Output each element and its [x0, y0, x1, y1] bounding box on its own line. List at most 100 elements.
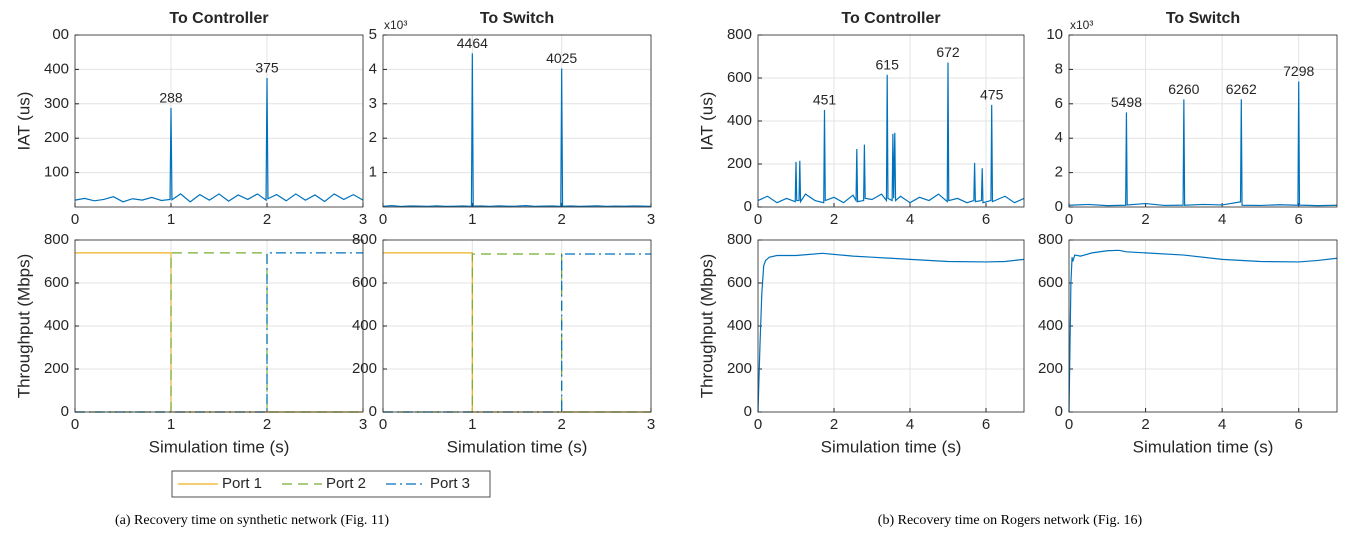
- annotation: 672: [936, 44, 960, 60]
- axes-box: [74, 34, 364, 208]
- y-tick-label: 200: [1038, 360, 1063, 377]
- y-tick-label: 6: [1055, 95, 1063, 112]
- legend-label: Port 2: [326, 475, 366, 492]
- annotation: 6262: [1226, 81, 1257, 97]
- annotation: 288: [159, 90, 183, 106]
- y-axis-label: IAT (us): [14, 92, 33, 151]
- x-tick-label: 1: [167, 416, 175, 433]
- y-tick-label: 0: [369, 403, 377, 420]
- y-tick-label: 2: [1055, 164, 1063, 181]
- y-multiplier: x10³: [384, 18, 407, 32]
- x-axis-label: Simulation time (s): [447, 437, 588, 456]
- y-tick-label: 5: [369, 26, 377, 43]
- legend-label: Port 3: [430, 475, 470, 492]
- panel-title: To Controller: [169, 10, 268, 27]
- x-axis-label: Simulation time (s): [149, 437, 290, 456]
- y-tick-label: 400: [727, 317, 752, 334]
- y-tick-label: 4: [1055, 129, 1063, 146]
- x-axis-label: Simulation time (s): [1133, 437, 1274, 456]
- y-tick-label: 200: [352, 360, 377, 377]
- legend-box: [171, 470, 491, 498]
- panel-title: To Switch: [1166, 10, 1240, 27]
- axes-box: [74, 239, 364, 413]
- x-tick-label: 6: [982, 416, 990, 433]
- y-tick-label: 0: [61, 403, 69, 420]
- y-tick-label: 3: [369, 95, 377, 112]
- plot-area: [1069, 35, 1337, 207]
- annotation: 475: [980, 87, 1004, 103]
- y-tick-label: 0: [744, 403, 752, 420]
- y-tick-label: 200: [44, 360, 69, 377]
- plot-area: [75, 35, 363, 207]
- y-tick-label: 600: [727, 69, 752, 86]
- axes-box: [757, 34, 1025, 208]
- y-tick-label: 600: [1038, 274, 1063, 291]
- data-line: [382, 53, 652, 208]
- y-tick-label: 200: [44, 129, 69, 146]
- x-tick-label: 6: [1295, 211, 1303, 228]
- y-tick-label: 0: [1055, 403, 1063, 420]
- y-tick-label: 0: [744, 198, 752, 215]
- y-tick-label: 00: [52, 26, 69, 43]
- x-tick-label: 3: [647, 416, 655, 433]
- y-tick-label: 400: [44, 60, 69, 77]
- axes-box: [757, 239, 1025, 413]
- y-tick-label: 10: [1046, 26, 1063, 43]
- y-tick-label: 400: [727, 112, 752, 129]
- y-tick-label: 1: [369, 164, 377, 181]
- annotation: 451: [813, 92, 837, 108]
- y-tick-label: 2: [369, 129, 377, 146]
- caption: (b) Recovery time on Rogers network (Fig…: [878, 513, 1143, 528]
- y-tick-label: 600: [727, 274, 752, 291]
- y-tick-label: 800: [44, 231, 69, 248]
- y-tick-label: 8: [1055, 60, 1063, 77]
- x-tick-label: 0: [1065, 211, 1073, 228]
- y-multiplier: x10³: [1070, 18, 1093, 32]
- y-tick-label: 800: [352, 231, 377, 248]
- data-line: [383, 253, 651, 413]
- annotation: 615: [876, 56, 900, 72]
- plot-area: [383, 35, 651, 207]
- x-tick-label: 2: [557, 416, 565, 433]
- x-tick-label: 0: [754, 211, 762, 228]
- x-tick-label: 4: [906, 416, 914, 433]
- x-tick-label: 0: [71, 211, 79, 228]
- x-tick-label: 3: [647, 211, 655, 228]
- x-tick-label: 0: [754, 416, 762, 433]
- data-line: [757, 252, 1025, 413]
- legend-label: Port 1: [222, 475, 262, 492]
- y-tick-label: 100: [44, 164, 69, 181]
- x-tick-label: 4: [1218, 416, 1226, 433]
- x-tick-label: 0: [1065, 416, 1073, 433]
- x-tick-label: 2: [830, 211, 838, 228]
- y-tick-label: 200: [727, 155, 752, 172]
- x-tick-label: 1: [167, 211, 175, 228]
- y-tick-label: 800: [1038, 231, 1063, 248]
- y-tick-label: 400: [352, 317, 377, 334]
- caption: (a) Recovery time on synthetic network (…: [115, 513, 389, 528]
- y-tick-label: 200: [727, 360, 752, 377]
- x-tick-label: 6: [1295, 416, 1303, 433]
- y-tick-label: 800: [727, 231, 752, 248]
- x-axis-label: Simulation time (s): [821, 437, 962, 456]
- x-tick-label: 6: [982, 211, 990, 228]
- panel-title: To Controller: [841, 10, 940, 27]
- axes-box: [382, 239, 652, 413]
- y-axis-label: Throughput (Mbps): [697, 254, 716, 399]
- data-line: [1068, 249, 1338, 413]
- x-tick-label: 1: [468, 416, 476, 433]
- y-axis-label: IAT (us): [697, 92, 716, 151]
- x-tick-label: 4: [1218, 211, 1226, 228]
- y-tick-label: 4: [369, 60, 377, 77]
- x-tick-label: 2: [557, 211, 565, 228]
- x-tick-label: 2: [830, 416, 838, 433]
- axes-box: [1068, 34, 1338, 208]
- data-line: [757, 62, 1025, 204]
- annotation: 4025: [546, 50, 577, 66]
- y-tick-label: 400: [1038, 317, 1063, 334]
- y-tick-label: 300: [44, 95, 69, 112]
- x-tick-label: 3: [359, 416, 367, 433]
- data-line: [1068, 81, 1338, 207]
- y-axis-label: Throughput (Mbps): [14, 254, 33, 399]
